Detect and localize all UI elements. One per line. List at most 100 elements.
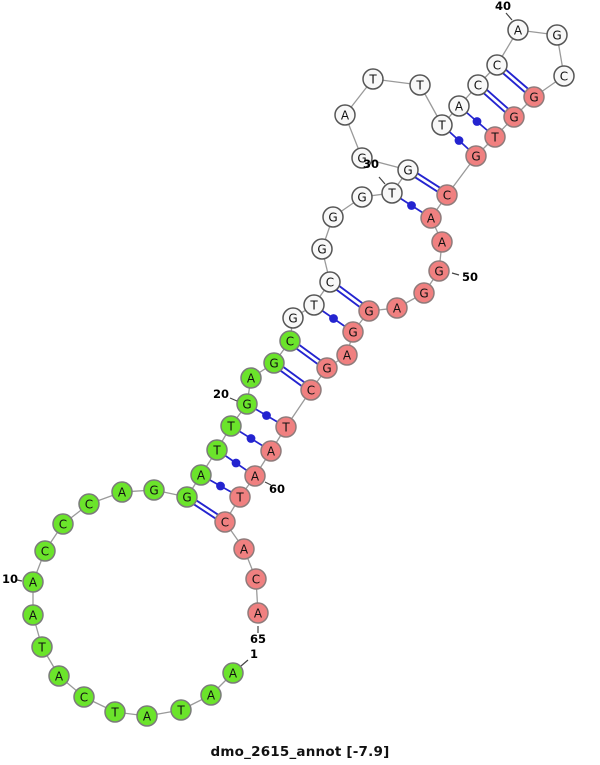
nucleotide-32-circle [351, 147, 373, 169]
nucleotide-60-base: A [251, 469, 260, 483]
nucleotide-6-circle [73, 686, 95, 708]
nucleotide-41-circle [546, 24, 568, 46]
nucleotide-55-circle [336, 344, 358, 366]
nucleotide-35-base: T [415, 78, 424, 92]
nucleotide-28-base: G [328, 210, 337, 224]
nucleotide-8-circle [31, 636, 53, 658]
nucleotide-57-base: C [307, 383, 315, 397]
nucleotide-51-circle [413, 282, 435, 304]
nucleotide-19-base: T [226, 419, 235, 433]
base-pair-dot [407, 201, 416, 210]
nucleotide-48-circle [420, 207, 442, 229]
nucleotide-31-circle [397, 159, 419, 181]
position-label-tick-20 [229, 397, 238, 402]
nucleotide-20-base: G [242, 397, 251, 411]
nucleotide-15-circle [143, 479, 165, 501]
nucleotide-33-circle [334, 104, 356, 126]
nucleotide-1-circle [222, 662, 244, 684]
nucleotide-64-base: C [252, 572, 260, 586]
nucleotide-5-circle [104, 701, 126, 723]
nucleotide-23-circle [279, 330, 301, 352]
nucleotide-58-base: T [281, 420, 290, 434]
nucleotide-22-circle [263, 352, 285, 374]
nucleotide-30-base: T [387, 186, 396, 200]
nucleotide-37-base: A [455, 99, 464, 113]
nucleotide-27-base: G [317, 242, 326, 256]
nucleotide-2-circle [200, 684, 222, 706]
nucleotide-26-circle [319, 271, 341, 293]
nucleotide-26-base: C [326, 275, 334, 289]
nucleotide-33-base: A [341, 108, 350, 122]
nucleotide-12-base: C [59, 517, 67, 531]
nucleotide-53-base: G [364, 304, 373, 318]
nucleotide-17-base: A [197, 468, 206, 482]
nucleotide-14-circle [111, 481, 133, 503]
nucleotide-42-base: C [560, 69, 568, 83]
nucleotide-44-base: G [509, 110, 518, 124]
nucleotide-43-circle [523, 86, 545, 108]
base-pair-dot [246, 434, 256, 443]
position-label-10: 10 [2, 572, 18, 586]
nucleotide-46-circle [465, 145, 487, 167]
nucleotide-9-base: A [29, 608, 38, 622]
nucleotide-61-circle [229, 486, 251, 508]
nucleotide-36-circle [431, 114, 453, 136]
nucleotide-61-base: T [235, 490, 244, 504]
position-label-40: 40 [495, 0, 511, 13]
nucleotide-41-base: G [552, 28, 561, 42]
nucleotide-2-base: A [207, 688, 216, 702]
nucleotide-24-base: G [288, 311, 297, 325]
nucleotide-31-base: G [403, 163, 412, 177]
base-pair-dot [216, 481, 225, 491]
nucleotide-34-circle [362, 68, 384, 90]
nucleotide-48-base: A [427, 211, 436, 225]
nucleotide-62-base: C [221, 515, 229, 529]
position-label-60: 60 [269, 482, 285, 496]
nucleotide-4-base: A [143, 709, 152, 723]
nucleotide-3-circle [170, 699, 192, 721]
nucleotide-49-base: A [438, 235, 447, 249]
nucleotide-59-circle [260, 440, 282, 462]
nucleotide-40-base: A [514, 23, 523, 37]
nucleotide-34-base: T [368, 72, 377, 86]
nucleotide-23-base: C [286, 334, 294, 348]
nucleotide-47-circle [436, 184, 458, 206]
nucleotide-44-circle [503, 106, 525, 128]
nucleotide-57-circle [300, 379, 322, 401]
nucleotide-17-circle [190, 464, 212, 486]
nucleotide-9-circle [22, 604, 44, 626]
nucleotide-10-circle [22, 571, 44, 593]
nucleotide-13-base: C [85, 497, 93, 511]
base-pair-dot [454, 136, 464, 145]
nucleotide-58-circle [275, 416, 297, 438]
nucleotide-22-base: G [269, 356, 278, 370]
nucleotide-53-circle [358, 300, 380, 322]
nucleotide-27-circle [311, 238, 333, 260]
base-pair-dot [262, 411, 271, 420]
nucleotide-24-circle [282, 307, 304, 329]
nucleotide-59-base: A [267, 444, 276, 458]
nucleotide-38-base: C [474, 78, 482, 92]
nucleotide-30-circle [381, 182, 403, 204]
position-label-65: 65 [250, 632, 266, 646]
base-pair-dot [472, 117, 482, 126]
nucleotide-1-base: A [229, 666, 238, 680]
nucleotide-20-circle [236, 393, 258, 415]
nucleotide-63-circle [233, 538, 255, 560]
nucleotide-65-base: A [254, 606, 263, 620]
position-label-tick-30 [378, 176, 386, 185]
nucleotide-43-base: G [529, 90, 538, 104]
nucleotide-10-base: A [29, 575, 38, 589]
nucleotide-28-circle [322, 206, 344, 228]
position-label-20: 20 [213, 387, 229, 401]
nucleotide-21-base: A [247, 371, 256, 385]
nucleotide-51-base: G [419, 286, 428, 300]
nucleotide-4-circle [136, 705, 158, 727]
nucleotide-45-circle [484, 126, 506, 148]
nucleotide-5-base: T [110, 705, 119, 719]
nucleotide-42-circle [553, 65, 575, 87]
nucleotide-63-base: A [240, 542, 249, 556]
position-label-30: 30 [363, 157, 379, 171]
